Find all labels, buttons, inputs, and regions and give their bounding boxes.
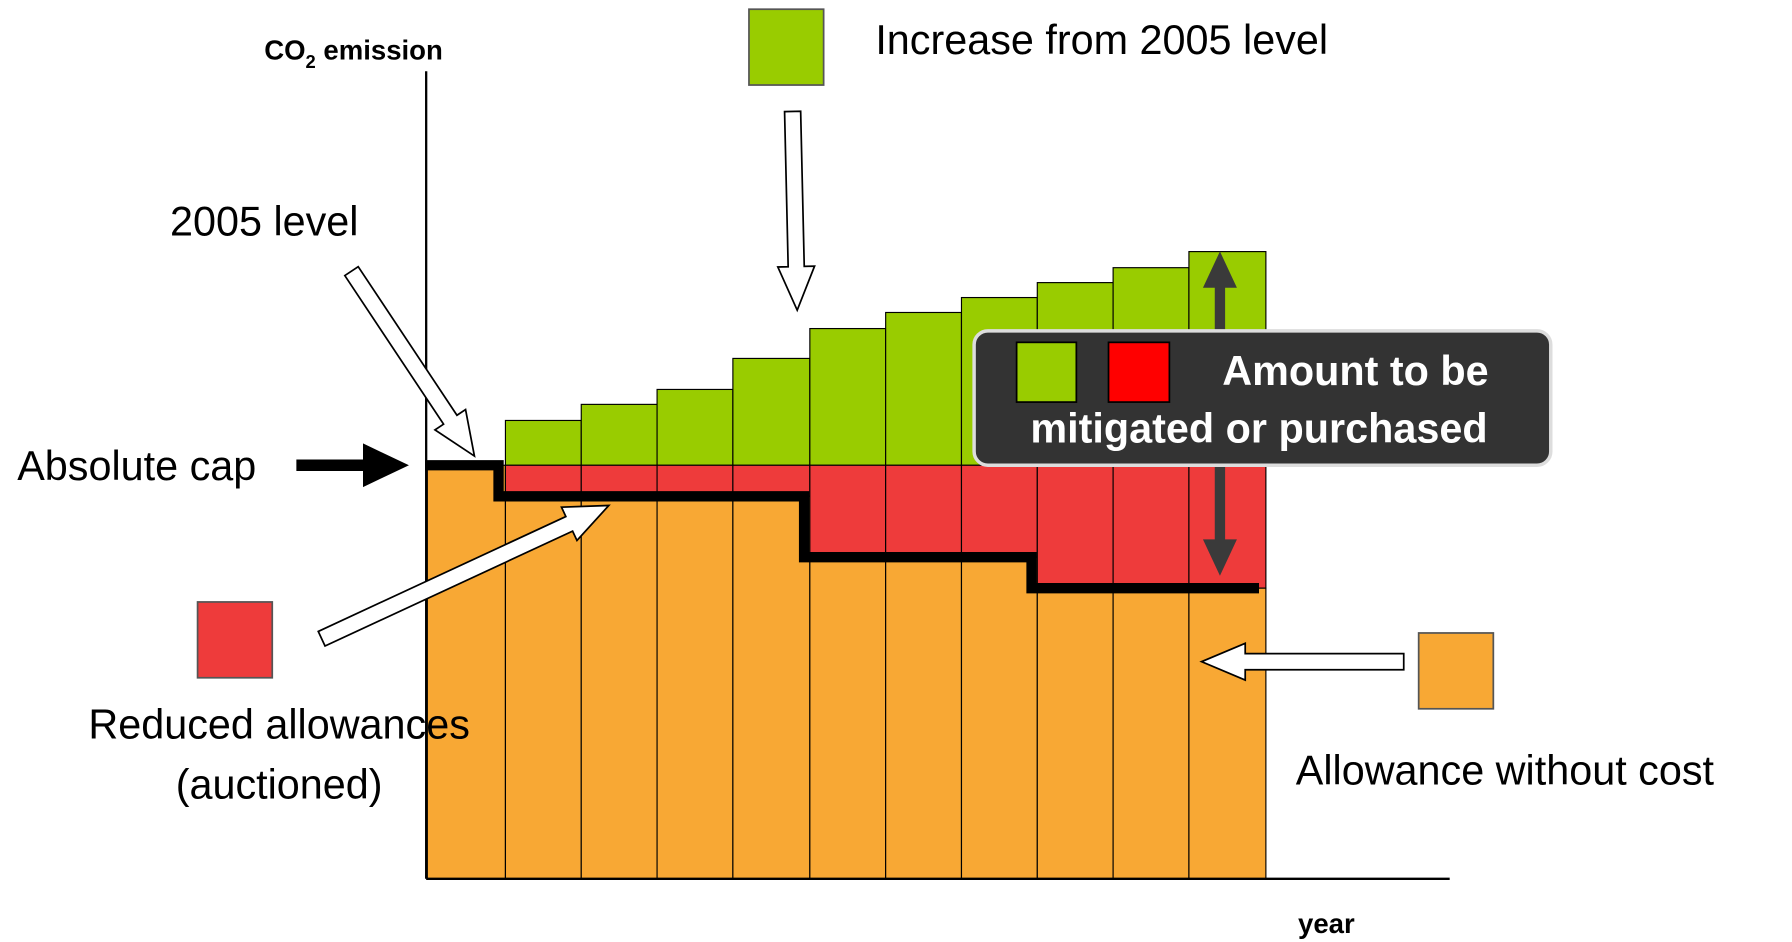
orange-segment [960,556,1038,880]
green-segment [809,327,887,466]
green-segment [885,311,963,466]
red-segment [1188,464,1267,589]
hollow-arrow [317,504,611,648]
orange-segment [656,495,734,880]
orange-segment [1112,587,1190,880]
orange-segment [809,556,887,880]
red-segment [960,464,1038,558]
hollow-arrow [1199,642,1405,682]
absolute-cap-label: Absolute cap [17,443,256,489]
orange-segment [580,495,658,880]
legend-green [748,8,825,86]
legend-reduced-1: Reduced allowances [88,702,470,748]
green-segment [656,388,734,466]
level-2005-label: 2005 level [170,199,358,245]
orange-segment [1036,587,1114,880]
orange-segment [426,464,507,880]
callout-green [1015,341,1078,403]
red-segment [1036,464,1114,589]
orange-segment [885,556,963,880]
green-segment [732,357,811,466]
hollow-arrow [776,110,816,313]
legend-increase: Increase from 2005 level [875,17,1328,63]
orange-segment [732,495,811,880]
red-segment [1112,464,1190,589]
legend-free: Allowance without cost [1296,748,1715,794]
y-label-sub: 2 [306,51,316,72]
hollow-arrow [343,265,476,458]
x-axis-label: year [1298,908,1355,939]
hollow-arrows [317,110,1405,682]
legend-orange [1417,632,1495,710]
legend-reduced-2: (auctioned) [176,761,383,807]
cap-line [425,460,1259,594]
y-label-prefix: CO [264,35,305,66]
y-label-suffix: emission [316,35,443,66]
callout-red [1107,341,1171,403]
red-segment [809,464,887,558]
cap-arrow [296,443,409,488]
green-segment [504,419,582,466]
orange-segment [504,495,582,880]
callout-line2: mitigated or purchased [1030,405,1487,451]
callout-line1: Amount to be [1222,348,1488,394]
red-segment [885,464,963,558]
y-axis-label: CO2 emission [264,35,443,72]
orange-segment [1188,587,1267,880]
green-segment [580,403,658,466]
legend-red [196,601,274,679]
